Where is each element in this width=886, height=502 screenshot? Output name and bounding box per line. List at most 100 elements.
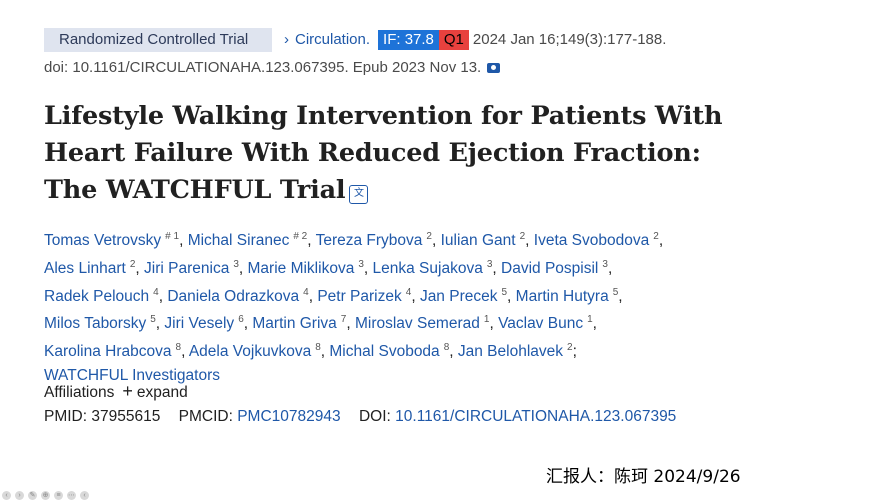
camera-icon[interactable] bbox=[487, 63, 501, 73]
affiliation-number[interactable]: 7 bbox=[340, 314, 347, 326]
author-separator: , bbox=[592, 315, 597, 333]
affiliations-row[interactable]: Affiliations + expand bbox=[44, 380, 188, 404]
affiliation-number[interactable]: 2 bbox=[519, 231, 526, 242]
author-link[interactable]: Adela Vojkuvkova bbox=[188, 343, 312, 361]
author-separator: , bbox=[525, 232, 530, 249]
affiliation-number[interactable]: 8 bbox=[175, 342, 182, 354]
affiliation-number[interactable]: 6 bbox=[238, 314, 244, 326]
author-separator: , bbox=[181, 343, 186, 361]
affiliation-number[interactable]: 8 bbox=[443, 342, 450, 354]
affiliation-number[interactable]: 3 bbox=[486, 258, 493, 270]
doi-label: DOI: bbox=[358, 408, 391, 425]
affiliation-number[interactable]: 8 bbox=[315, 342, 321, 354]
affiliation-number[interactable]: # 1 bbox=[165, 231, 180, 242]
author-link[interactable]: Jiri Parenica bbox=[144, 259, 230, 277]
pen-icon[interactable]: ✎ bbox=[28, 490, 37, 500]
author-separator: , bbox=[307, 232, 312, 249]
author-separator: , bbox=[492, 259, 497, 277]
next-icon[interactable]: › bbox=[15, 490, 24, 500]
translate-icon[interactable]: 文 bbox=[349, 185, 369, 204]
author-link[interactable]: Michal Siranec bbox=[187, 232, 290, 249]
author-list: Tomas Vetrovsky # 1, Michal Siranec # 2, T… bbox=[44, 225, 744, 388]
author-link[interactable]: Miroslav Semerad bbox=[354, 315, 480, 333]
author-separator: , bbox=[238, 259, 244, 277]
reporter-note: 汇报人：陈珂 2024/9/26 bbox=[546, 467, 741, 487]
affiliation-number[interactable]: 5 bbox=[501, 286, 508, 298]
expand-label[interactable]: expand bbox=[136, 384, 188, 401]
affiliation-number[interactable]: 3 bbox=[358, 258, 364, 270]
prev-icon[interactable]: ‹ bbox=[2, 490, 11, 500]
author-line: WATCHFUL Investigators bbox=[44, 364, 744, 388]
publication-type-badge: Randomized Controlled Trial bbox=[44, 28, 272, 52]
affiliation-number[interactable]: 2 bbox=[567, 342, 573, 354]
author-link[interactable]: Tomas Vetrovsky bbox=[44, 232, 162, 249]
slide-toolbar: ‹ › ✎ ⊕ ≡ ⋯ ‹ bbox=[0, 488, 89, 502]
author-line: Tomas Vetrovsky # 1, Michal Siranec # 2, T… bbox=[44, 225, 744, 253]
author-link[interactable]: Iulian Gant bbox=[440, 232, 516, 249]
author-separator: , bbox=[320, 343, 326, 361]
author-separator: , bbox=[158, 287, 163, 305]
author-separator: , bbox=[489, 315, 494, 333]
author-link[interactable]: Jan Belohlavek bbox=[457, 343, 563, 361]
author-link[interactable]: Karolina Hrabcova bbox=[44, 343, 172, 361]
menu-icon[interactable]: ≡ bbox=[54, 490, 63, 500]
pmcid-link[interactable]: PMC10782943 bbox=[237, 408, 341, 425]
author-link[interactable]: Petr Parizek bbox=[317, 287, 402, 305]
affiliation-number[interactable]: 1 bbox=[587, 314, 593, 326]
pmcid-label: PMCID: bbox=[178, 408, 233, 425]
page-title: Lifestyle Walking Intervention for Patie… bbox=[44, 98, 744, 209]
affiliation-number[interactable]: 3 bbox=[233, 258, 239, 270]
doi-epub-text: doi: 10.1161/CIRCULATIONAHA.123.067395. … bbox=[44, 59, 482, 76]
article-title: Lifestyle Walking Intervention for Patie… bbox=[44, 101, 723, 205]
affiliation-number[interactable]: 2 bbox=[129, 258, 136, 270]
affiliation-number[interactable]: 4 bbox=[153, 286, 159, 298]
author-link[interactable]: Vaclav Bunc bbox=[498, 315, 584, 333]
author-separator: , bbox=[308, 287, 314, 305]
doi-link[interactable]: 10.1161/CIRCULATIONAHA.123.067395 bbox=[395, 408, 677, 425]
author-separator: ; bbox=[572, 343, 577, 361]
author-link[interactable]: Jan Precek bbox=[419, 287, 498, 305]
doi-epub-line: doi: 10.1161/CIRCULATIONAHA.123.067395. … bbox=[44, 58, 501, 78]
plus-icon[interactable]: + bbox=[122, 381, 133, 401]
author-separator: , bbox=[346, 315, 351, 333]
impact-factor-badge: IF: 37.8 bbox=[378, 30, 439, 50]
affiliation-number[interactable]: 5 bbox=[612, 286, 619, 298]
author-link[interactable]: WATCHFUL Investigators bbox=[44, 366, 220, 384]
affiliation-number[interactable]: # 2 bbox=[293, 231, 308, 242]
author-separator: , bbox=[618, 287, 623, 305]
author-separator: , bbox=[135, 259, 140, 277]
more-icon[interactable]: ⋯ bbox=[67, 490, 76, 500]
author-link[interactable]: Ales Linhart bbox=[44, 259, 126, 277]
affiliation-number[interactable]: 3 bbox=[602, 258, 608, 270]
author-link[interactable]: Radek Pelouch bbox=[44, 287, 150, 305]
author-link[interactable]: Daniela Odrazkova bbox=[167, 287, 300, 305]
author-link[interactable]: Michal Svoboda bbox=[329, 343, 440, 361]
affiliation-number[interactable]: 2 bbox=[426, 231, 432, 242]
author-link[interactable]: Jiri Vesely bbox=[164, 315, 235, 333]
author-line: Radek Pelouch 4, Daniela Odrazkova 4, Petr… bbox=[44, 281, 744, 309]
author-separator: , bbox=[243, 315, 249, 333]
affiliation-number[interactable]: 1 bbox=[483, 314, 490, 326]
citation-text: 2024 Jan 16;149(3):177-188. bbox=[472, 31, 667, 48]
affiliation-number[interactable]: 4 bbox=[405, 286, 412, 298]
author-line: Ales Linhart 2, Jiri Parenica 3, Marie Mik… bbox=[44, 253, 744, 281]
back-icon[interactable]: ‹ bbox=[80, 490, 89, 500]
author-separator: , bbox=[411, 287, 416, 305]
pmid-label: PMID: bbox=[44, 408, 88, 425]
author-link[interactable]: Martin Griva bbox=[252, 315, 337, 333]
zoom-icon[interactable]: ⊕ bbox=[41, 490, 50, 500]
affiliation-number[interactable]: 5 bbox=[150, 314, 156, 326]
author-link[interactable]: Lenka Sujakova bbox=[372, 259, 483, 277]
affiliation-number[interactable]: 2 bbox=[653, 231, 659, 242]
author-link[interactable]: Milos Taborsky bbox=[44, 315, 147, 333]
author-separator: , bbox=[363, 259, 369, 277]
author-link[interactable]: David Pospisil bbox=[501, 259, 599, 277]
affiliation-number[interactable]: 4 bbox=[303, 286, 309, 298]
author-link[interactable]: Tereza Frybova bbox=[315, 232, 423, 249]
author-separator: , bbox=[155, 315, 161, 333]
author-link[interactable]: Iveta Svobodova bbox=[533, 232, 650, 249]
author-link[interactable]: Martin Hutyra bbox=[515, 287, 609, 305]
journal-link[interactable]: Circulation. bbox=[295, 31, 371, 48]
author-link[interactable]: Marie Miklikova bbox=[247, 259, 355, 277]
chevron-right-icon: › bbox=[284, 31, 289, 48]
